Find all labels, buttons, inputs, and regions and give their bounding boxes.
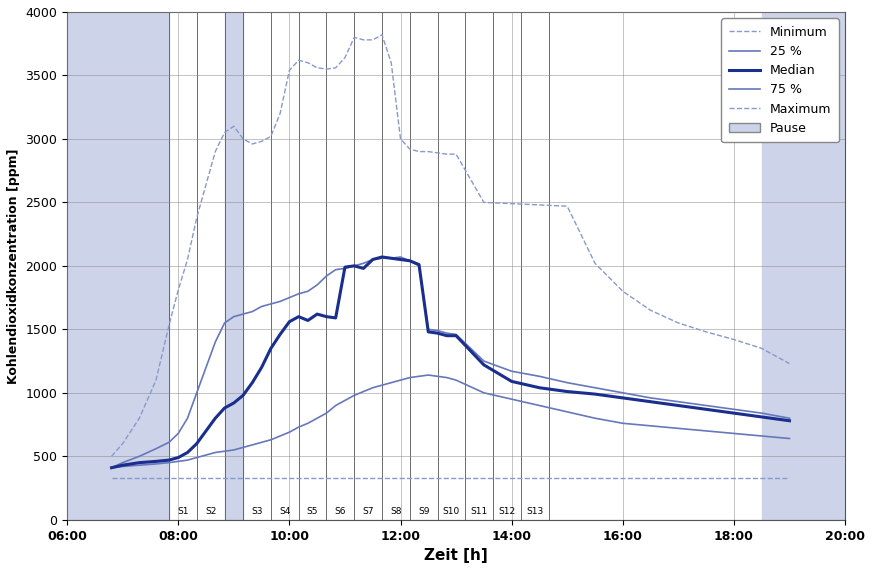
Text: S7: S7	[363, 507, 374, 516]
Text: S4: S4	[279, 507, 290, 516]
Text: S2: S2	[205, 507, 216, 516]
Text: S3: S3	[251, 507, 262, 516]
Text: S9: S9	[418, 507, 429, 516]
Text: S12: S12	[499, 507, 515, 516]
Legend: Minimum, 25 %, Median, 75 %, Maximum, Pause: Minimum, 25 %, Median, 75 %, Maximum, Pa…	[721, 18, 839, 142]
Bar	[224, 12, 243, 520]
X-axis label: Zeit [h]: Zeit [h]	[424, 548, 488, 563]
Text: S13: S13	[526, 507, 543, 516]
Text: S5: S5	[307, 507, 318, 516]
Bar	[762, 12, 845, 520]
Text: S10: S10	[443, 507, 460, 516]
Text: S11: S11	[471, 507, 487, 516]
Text: S8: S8	[390, 507, 402, 516]
Bar	[67, 12, 169, 520]
Y-axis label: Kohlendioxidkonzentration [ppm]: Kohlendioxidkonzentration [ppm]	[7, 148, 20, 384]
Text: S6: S6	[335, 507, 346, 516]
Text: S1: S1	[177, 507, 188, 516]
